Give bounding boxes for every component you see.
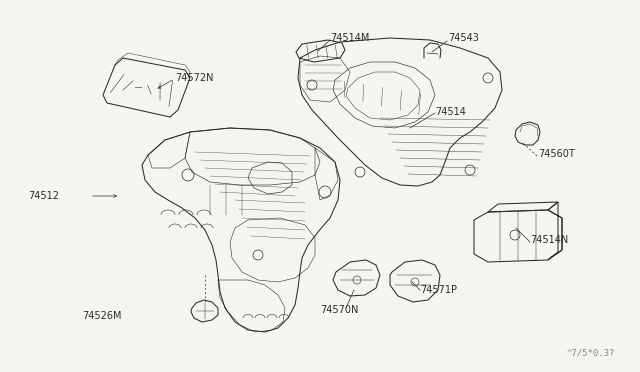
Text: 74572N: 74572N <box>175 73 214 83</box>
Text: 74543: 74543 <box>448 33 479 43</box>
Text: 74560T: 74560T <box>538 149 575 159</box>
Text: 74514M: 74514M <box>330 33 369 43</box>
Text: 74570N: 74570N <box>320 305 358 315</box>
Text: 74514N: 74514N <box>530 235 568 245</box>
Text: ^7/5*0.3?: ^7/5*0.3? <box>566 349 615 358</box>
Text: 74514: 74514 <box>435 107 466 117</box>
Text: 74526M: 74526M <box>82 311 122 321</box>
Text: 74512: 74512 <box>28 191 59 201</box>
Text: 74571P: 74571P <box>420 285 457 295</box>
